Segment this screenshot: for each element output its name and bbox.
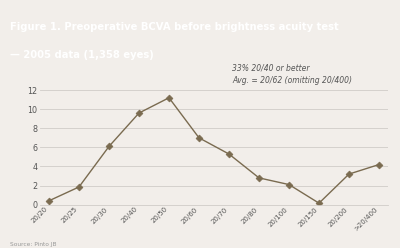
Text: Figure 1. Preoperative BCVA before brightness acuity test: Figure 1. Preoperative BCVA before brigh… [10,22,339,32]
Text: Source: Pinto JB: Source: Pinto JB [10,242,56,247]
Text: 33% 20/40 or better: 33% 20/40 or better [232,64,310,73]
Text: Avg. = 20/62 (omitting 20/400): Avg. = 20/62 (omitting 20/400) [232,76,352,85]
Text: — 2005 data (1,358 eyes): — 2005 data (1,358 eyes) [10,50,154,60]
